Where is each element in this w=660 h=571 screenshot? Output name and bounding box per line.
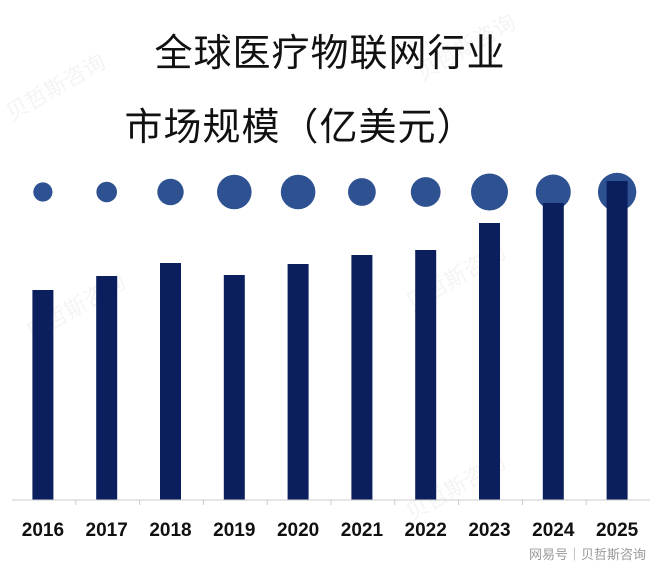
bar-2019 — [223, 275, 245, 500]
x-tick-label: 2021 — [341, 520, 384, 541]
chart-title-line2: 市场规模（亿美元） — [124, 105, 476, 149]
bar-2018 — [160, 263, 181, 500]
chart-title-line1: 全球医疗物联网行业 — [154, 31, 506, 75]
bubble-2019 — [217, 174, 252, 210]
bubble-2016 — [33, 182, 53, 202]
bar-2022 — [415, 250, 437, 500]
bubble-2021 — [348, 178, 376, 206]
x-tick-label: 2024 — [532, 520, 575, 541]
footer-credit: 网易号｜贝哲斯咨询 — [528, 548, 646, 563]
bubble-2022 — [410, 177, 441, 207]
bar-2024 — [542, 203, 564, 500]
bar-2020 — [287, 264, 309, 500]
x-tick-label: 2022 — [405, 520, 447, 541]
bubble-2020 — [280, 174, 316, 210]
bar-2017 — [96, 276, 118, 500]
bubble-2023 — [471, 173, 508, 211]
bar-group — [32, 181, 628, 500]
x-tick-label: 2020 — [277, 520, 319, 541]
x-axis-ticks: 2016 2017 2018 2019 2020 2021 2022 2023 2024 2025 — [22, 500, 639, 541]
x-tick-label: 2018 — [149, 520, 191, 541]
bubble-2017 — [96, 181, 117, 203]
bubble-2024 — [535, 174, 571, 210]
x-tick-label: 2023 — [468, 520, 510, 541]
bar-2021 — [351, 255, 373, 500]
bar-2023 — [479, 223, 500, 500]
x-tick-label: 2017 — [86, 520, 128, 541]
bubble-2018 — [157, 178, 184, 206]
bar-2025 — [606, 181, 628, 500]
x-tick-label: 2025 — [596, 520, 639, 541]
x-tick-label: 2016 — [22, 520, 64, 541]
x-tick-label: 2019 — [213, 520, 255, 541]
bar-2016 — [32, 290, 54, 500]
